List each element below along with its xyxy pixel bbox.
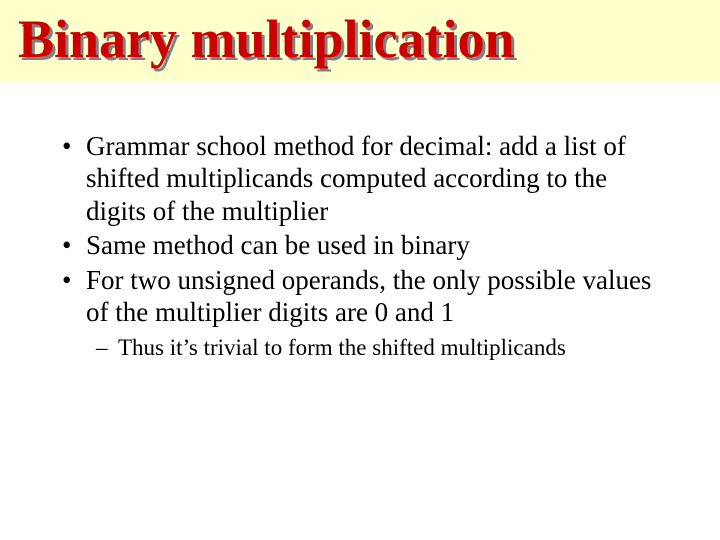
slide-title: Binary multiplication <box>18 8 515 70</box>
sub-bullet-item: Thus it’s trivial to form the shifted mu… <box>56 334 664 363</box>
bullet-item: Same method can be used in binary <box>56 229 664 261</box>
slide-body: Grammar school method for decimal: add a… <box>0 82 720 363</box>
bullet-list: Grammar school method for decimal: add a… <box>56 130 664 328</box>
bullet-item: Grammar school method for decimal: add a… <box>56 130 664 227</box>
sub-bullet-list: Thus it’s trivial to form the shifted mu… <box>56 334 664 363</box>
title-wrap: Binary multiplication Binary multiplicat… <box>18 8 515 70</box>
title-banner: Binary multiplication Binary multiplicat… <box>0 0 720 82</box>
bullet-item: For two unsigned operands, the only poss… <box>56 264 664 329</box>
